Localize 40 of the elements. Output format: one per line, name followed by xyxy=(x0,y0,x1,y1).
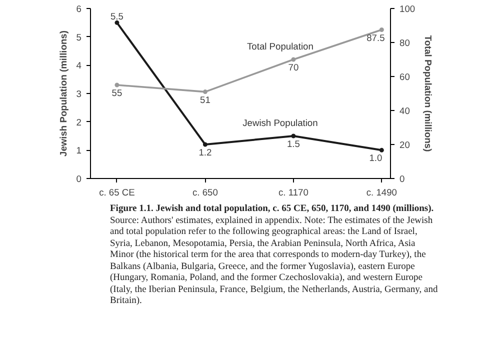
y-tick-label: 0 xyxy=(76,174,82,184)
data-label: 1.5 xyxy=(286,139,300,149)
data-label: 87.5 xyxy=(366,32,385,43)
y-tick-label: 1 xyxy=(76,146,82,156)
y-tick-label: 6 xyxy=(76,4,82,14)
y2-tick-label: 0 xyxy=(400,174,405,184)
x-tick-label: c. 650 xyxy=(192,188,218,198)
data-label: 1.2 xyxy=(198,148,212,158)
y2-tick-label: 20 xyxy=(400,140,410,150)
y-tick-label: 2 xyxy=(76,117,82,128)
data-label: 5.5 xyxy=(110,12,124,22)
y-tick-label: 3 xyxy=(76,89,82,99)
y2-tick-label: 80 xyxy=(400,38,410,48)
point xyxy=(114,82,120,88)
point xyxy=(114,20,120,25)
text: and total population refer to the following geographical areas: the Land of Israel, Syria, Lebanon, Mesopotamia, Persia, the Arabian Peninsula, North Africa, Asia Minor (the historical term for the area that corresponds to modern-day Turkey), the Balkans (Albania, Bulgaria, Greece, and the former Yugoslavia), eastern Europe (Hungary, Romania, Poland, and the former Czechoslovakia), and western Europe (Italy, the Iberian Peninsula, France, Belgium, the Netherlands, Austria, Germany, and Britain). xyxy=(110,227,438,306)
series-label: Jewish Population xyxy=(242,118,318,128)
x-tick-label: c. 65 CE xyxy=(99,188,135,198)
data-label: 1.0 xyxy=(369,153,382,164)
y-axis-title: Jewish Population (millions) xyxy=(58,30,68,156)
point xyxy=(379,28,384,32)
point xyxy=(291,57,296,62)
series-label: Total Population xyxy=(247,42,314,52)
point xyxy=(291,134,296,138)
point xyxy=(202,90,208,94)
y-tick-label: 5 xyxy=(76,32,82,42)
data-label: 51 xyxy=(200,94,210,105)
x-tick-label: c. 1170 xyxy=(278,188,308,198)
y2-tick-label: 100 xyxy=(400,4,416,14)
text: Source: Authors' estimates, explained in appendix. Note: The estimates of the Jewish xyxy=(110,216,433,226)
y2-tick-label: 40 xyxy=(400,106,410,116)
data-label: 70 xyxy=(288,62,299,72)
y2-tick-label: 60 xyxy=(400,72,410,82)
point xyxy=(202,142,208,147)
y2-axis-title: Total Population (millions) xyxy=(423,35,434,152)
text: Figure 1.1. Jewish and total population, c. 65 CE, 650, 1170, and 1490 (millions). xyxy=(110,204,434,214)
y-tick-label: 4 xyxy=(76,60,82,71)
x-tick-label: c. 1490 xyxy=(366,188,397,198)
point xyxy=(379,148,384,152)
data-label: 55 xyxy=(112,88,122,98)
